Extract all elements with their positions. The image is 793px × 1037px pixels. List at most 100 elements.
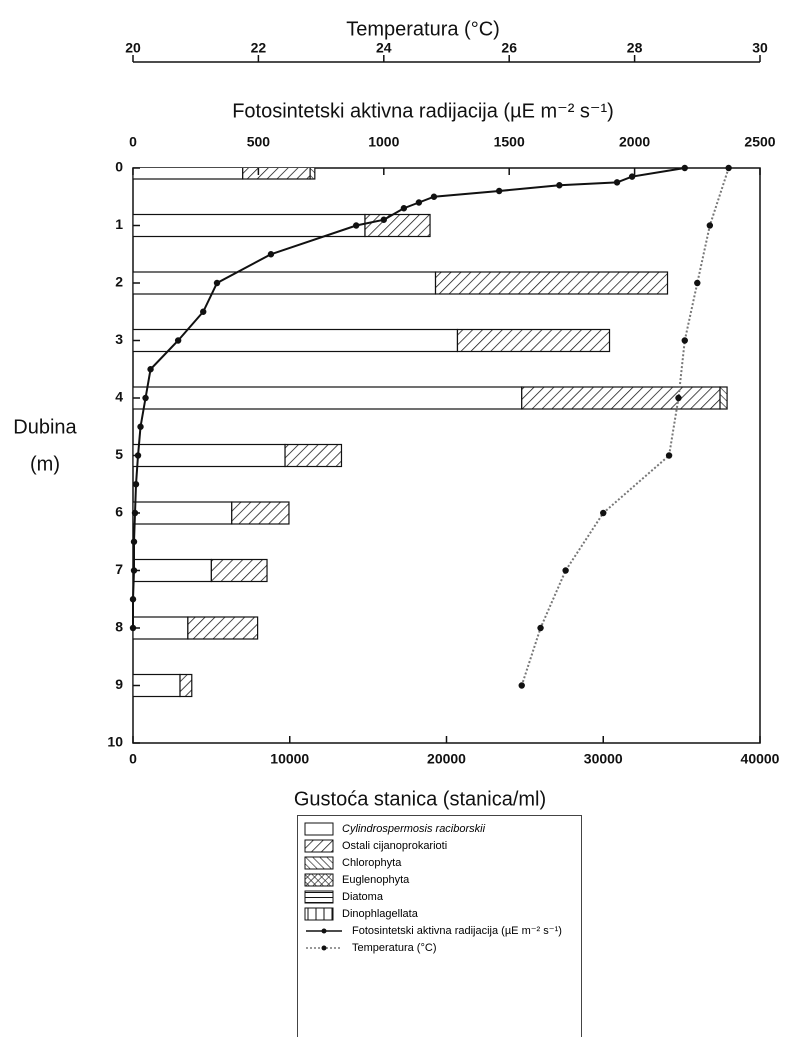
legend-label: Diatoma xyxy=(342,891,383,903)
bar-segment xyxy=(719,386,728,410)
legend-label: Temperatura (°C) xyxy=(352,942,437,954)
marker xyxy=(129,596,137,603)
x-tick-label: 40000 xyxy=(741,751,780,767)
legend-swatch xyxy=(304,890,334,904)
bar-segment xyxy=(456,328,611,353)
legend-label: Chlorophyta xyxy=(342,857,402,869)
marker xyxy=(200,308,207,315)
marker xyxy=(725,164,732,172)
marker xyxy=(430,193,438,200)
bar-segment xyxy=(521,386,721,410)
x-tick-label: 2500 xyxy=(744,134,775,150)
marker xyxy=(131,509,139,517)
legend: Cylindrospermosis raciborskii Ostali cija… xyxy=(297,815,582,1037)
bar-segment xyxy=(133,386,523,410)
x-tick-label: 20 xyxy=(125,40,141,56)
legend-swatch xyxy=(306,945,342,951)
bar-segment xyxy=(133,168,244,180)
y-tick-label: 8 xyxy=(115,619,123,635)
bar-segment xyxy=(133,501,233,525)
line xyxy=(132,167,685,628)
x-tick-label: 28 xyxy=(627,40,643,56)
bar-segment xyxy=(133,213,366,238)
x-tick-label: 0 xyxy=(129,134,137,150)
marker xyxy=(694,279,701,287)
bar-segment xyxy=(187,616,259,640)
marker xyxy=(613,179,621,186)
marker xyxy=(213,279,221,287)
bar-segment xyxy=(133,673,181,698)
marker xyxy=(495,187,503,195)
line xyxy=(520,167,730,686)
marker xyxy=(130,538,138,545)
x-tick-label: 30000 xyxy=(584,751,623,767)
bar-segment xyxy=(133,558,212,583)
bar-segment xyxy=(133,271,437,295)
y-axis-title: (m) xyxy=(30,453,60,475)
x-tick-label: 20000 xyxy=(427,751,466,767)
y-tick-label: 6 xyxy=(115,504,123,520)
y-axis-title: Dubina xyxy=(13,416,77,438)
x-tick-label: 30 xyxy=(752,40,768,56)
x-tick-label: 2000 xyxy=(619,134,650,150)
x-tick-label: 1000 xyxy=(368,134,399,150)
x-tick-label: 10000 xyxy=(270,751,309,767)
legend-item: Euglenophyta xyxy=(304,873,581,887)
bar-segment xyxy=(133,443,286,468)
y-tick-label: 1 xyxy=(115,216,123,232)
x-tick-label: 24 xyxy=(376,40,392,56)
x-tick-label: 0 xyxy=(129,751,137,767)
marker xyxy=(129,624,137,632)
legend-item: Chlorophyta xyxy=(304,856,581,870)
marker xyxy=(556,182,563,189)
y-tick-label: 4 xyxy=(115,389,123,405)
bar-segment xyxy=(179,673,193,698)
marker xyxy=(675,394,682,402)
bar-segment xyxy=(309,168,316,180)
bar-segment xyxy=(284,443,343,468)
legend-swatch xyxy=(304,839,334,853)
marker xyxy=(518,682,525,689)
legend-label: Euglenophyta xyxy=(342,874,410,886)
bar-segment xyxy=(210,558,268,583)
x-tick-label: 22 xyxy=(251,40,267,56)
marker xyxy=(134,452,142,459)
marker xyxy=(681,164,688,172)
legend-label: Fotosintetski aktivna radijacija (µE m⁻²… xyxy=(352,925,562,937)
marker xyxy=(380,216,387,223)
marker xyxy=(562,567,569,574)
marker xyxy=(537,624,544,632)
marker xyxy=(147,366,154,373)
marker xyxy=(353,222,360,229)
x-axis-title: Gustoća stanica (stanica/ml) xyxy=(294,788,546,810)
bar-segment xyxy=(434,271,669,295)
legend-item: Fotosintetski aktivna radijacija (µE m⁻²… xyxy=(304,924,581,938)
legend-swatch xyxy=(304,856,334,870)
legend-item: Cylindrospermosis raciborskii xyxy=(304,822,581,836)
y-tick-label: 9 xyxy=(115,676,123,692)
par-axis-title: Fotosintetski aktivna radijacija (µE m⁻²… xyxy=(232,100,614,122)
legend-swatch xyxy=(304,873,334,887)
marker xyxy=(600,509,607,517)
marker xyxy=(137,423,144,430)
marker xyxy=(400,205,408,212)
legend-label: Dinophlagellata xyxy=(342,908,418,920)
legend-item: Dinophlagellata xyxy=(304,907,581,921)
legend-item: Diatoma xyxy=(304,890,581,904)
x-tick-label: 1500 xyxy=(494,134,525,150)
marker xyxy=(267,251,275,258)
marker xyxy=(665,452,673,459)
marker xyxy=(628,173,636,180)
legend-swatch xyxy=(306,928,342,934)
bar-segment xyxy=(133,616,189,640)
bar-segment xyxy=(242,168,311,180)
bars xyxy=(133,168,728,698)
temperature-axis-title: Temperatura (°C) xyxy=(346,18,500,40)
y-tick-label: 5 xyxy=(115,446,123,462)
y-tick-label: 0 xyxy=(115,159,123,175)
bar-segment xyxy=(231,501,290,525)
bar-segment xyxy=(364,213,431,238)
chart: Temperatura (°C) Fotosintetski aktivna r… xyxy=(13,18,780,810)
marker xyxy=(130,567,138,574)
